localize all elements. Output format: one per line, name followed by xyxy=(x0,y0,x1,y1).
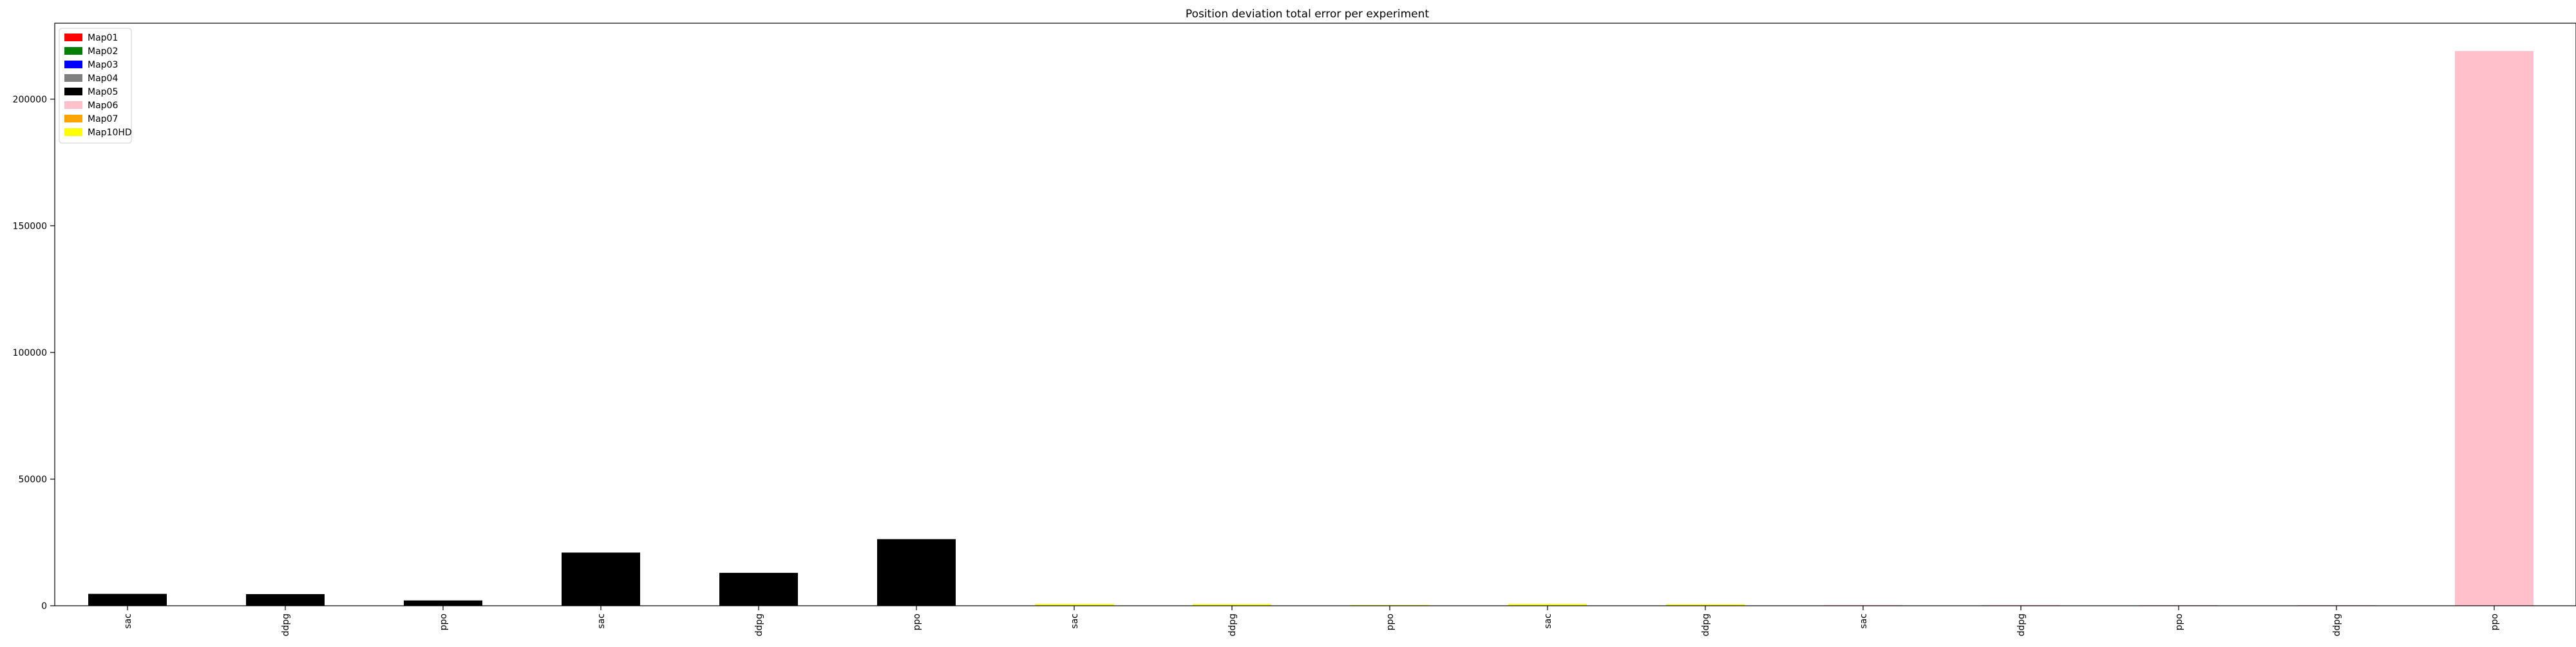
legend-label: Map03 xyxy=(88,60,118,70)
legend-label: Map02 xyxy=(88,46,118,57)
legend-box xyxy=(59,28,132,144)
y-tick-label: 150000 xyxy=(13,221,47,231)
legend-label: Map06 xyxy=(88,101,118,111)
plot-frame xyxy=(54,23,2576,606)
legend-swatch xyxy=(64,115,82,122)
x-tick-label: sac xyxy=(596,613,607,629)
bars-layer xyxy=(88,51,2533,606)
legend-swatch xyxy=(64,34,82,41)
y-tick-label: 200000 xyxy=(13,95,47,105)
x-tick-label: ppo xyxy=(912,613,922,630)
bar xyxy=(2455,51,2533,606)
legend-label: Map04 xyxy=(88,73,118,84)
x-tick-label: sac xyxy=(1543,613,1553,629)
legend-label: Map01 xyxy=(88,33,118,43)
legend-swatch xyxy=(64,101,82,109)
bar xyxy=(1035,604,1113,606)
legend-swatch xyxy=(64,47,82,55)
x-tick-label: ppo xyxy=(2174,613,2184,630)
y-axis: 0 50000 100000 150000 200000 xyxy=(13,95,55,612)
bar xyxy=(246,594,325,606)
legend-swatch xyxy=(64,61,82,68)
x-tick-label: ddpg xyxy=(2016,613,2027,637)
legend-swatch xyxy=(64,74,82,82)
y-tick-label: 50000 xyxy=(18,474,47,485)
bar xyxy=(88,594,167,606)
x-tick-label: sac xyxy=(1859,613,1869,629)
legend-label: Map05 xyxy=(88,87,118,97)
x-tick-label: ppo xyxy=(439,613,449,630)
x-tick-label: sac xyxy=(123,613,133,629)
x-tick-label: ppo xyxy=(1385,613,1396,630)
legend-swatch xyxy=(64,128,82,136)
y-tick-label: 0 xyxy=(41,601,47,612)
x-tick-label: ddpg xyxy=(1227,613,1238,637)
bar xyxy=(404,600,482,606)
x-tick-label: ddpg xyxy=(2332,613,2342,637)
legend-label: Map10HD xyxy=(88,128,132,138)
x-tick-label: ddpg xyxy=(1701,613,1711,637)
x-tick-label: sac xyxy=(1070,613,1080,629)
bar xyxy=(1666,604,1745,606)
x-tick-label: ddpg xyxy=(754,613,764,637)
bar xyxy=(562,552,640,606)
bar xyxy=(719,572,798,606)
chart-title: Position deviation total error per exper… xyxy=(1186,8,1429,21)
legend-label: Map07 xyxy=(88,114,118,124)
x-axis: sac ddpg ppo sac ddpg ppo sac ddpg ppo sac ddpg sac… xyxy=(123,606,2500,637)
bar xyxy=(877,539,956,606)
bar xyxy=(1508,604,1587,606)
x-tick-label: ddpg xyxy=(281,613,291,637)
legend: Map01 Map02 Map03 Map04 Map05 Map06 Map07 Map10… xyxy=(59,28,132,144)
x-tick-label: ppo xyxy=(2490,613,2500,630)
y-tick-label: 100000 xyxy=(13,348,47,358)
bar xyxy=(1193,604,1271,606)
legend-swatch xyxy=(64,88,82,95)
